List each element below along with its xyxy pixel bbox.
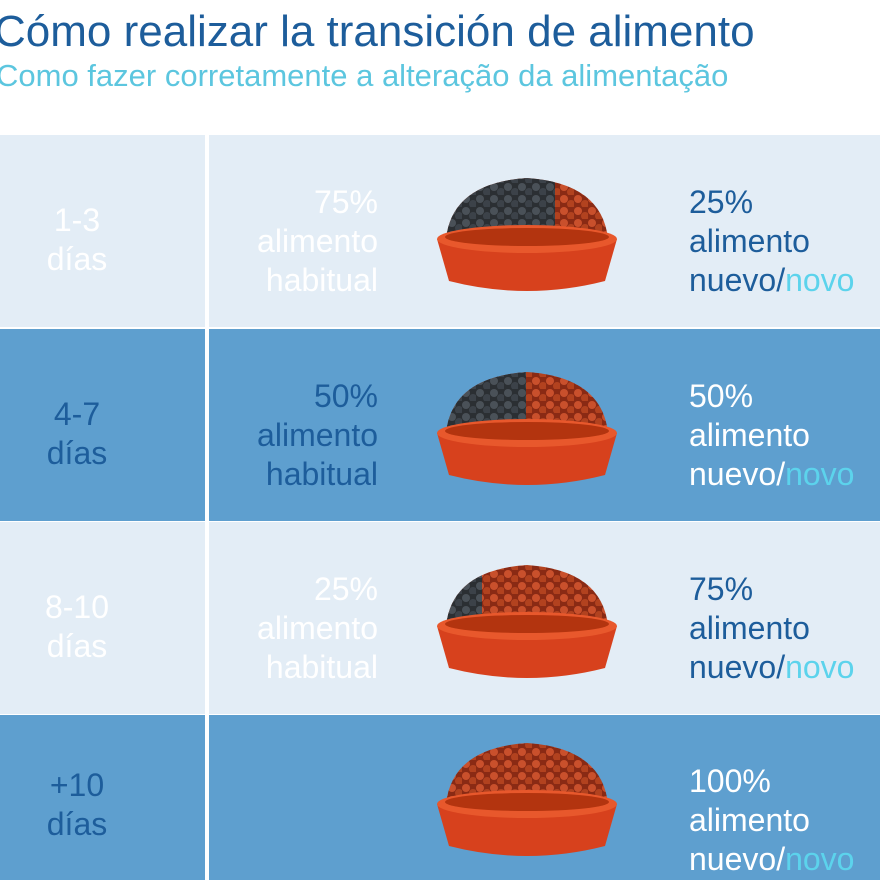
- old-food-label: 50%: [314, 378, 378, 414]
- new-food-label: alimento: [689, 610, 810, 646]
- new-percent: 50%: [689, 378, 753, 414]
- new-food-pt: novo: [785, 456, 854, 492]
- row-bg: [0, 715, 880, 880]
- new-food-label: alimento: [689, 417, 810, 453]
- days-label: días: [47, 435, 107, 471]
- new-percent: 100%: [689, 763, 771, 799]
- subtitle: Como fazer corretamente a alteração da a…: [0, 58, 728, 93]
- new-percent: 75%: [689, 571, 753, 607]
- bowls: [437, 178, 617, 856]
- days-label: días: [47, 806, 107, 842]
- days-label: días: [47, 241, 107, 277]
- new-food-label: nuevo/novo: [689, 456, 854, 492]
- row-bg: [0, 329, 880, 521]
- old-food-label: alimento: [257, 223, 378, 259]
- new-food-label: nuevo/novo: [689, 841, 854, 877]
- new-food-es: nuevo/: [689, 262, 785, 298]
- new-food-es: nuevo/: [689, 841, 785, 877]
- days-label: 1-3: [54, 202, 100, 238]
- divider: [205, 135, 209, 880]
- new-food-es: nuevo/: [689, 649, 785, 685]
- days-label: +10: [50, 767, 104, 803]
- old-food-label: alimento: [257, 417, 378, 453]
- new-food-label: alimento: [689, 223, 810, 259]
- new-percent: 25%: [689, 184, 753, 220]
- new-food-label: nuevo/novo: [689, 262, 854, 298]
- new-food-label: alimento: [689, 802, 810, 838]
- title: Cómo realizar la transición de alimento: [0, 7, 755, 56]
- row-bg: [0, 522, 880, 714]
- new-food-es: nuevo/: [689, 456, 785, 492]
- row-bg: [0, 135, 880, 327]
- bowl: [437, 178, 617, 291]
- old-food-label: 75%: [314, 184, 378, 220]
- new-food-label: nuevo/novo: [689, 649, 854, 685]
- new-food-pt: novo: [785, 262, 854, 298]
- old-food-label: habitual: [266, 456, 378, 492]
- new-food-pt: novo: [785, 649, 854, 685]
- bowl: [437, 565, 617, 678]
- new-food-pt: novo: [785, 841, 854, 877]
- old-food-label: alimento: [257, 610, 378, 646]
- days-label: 8-10: [45, 589, 109, 625]
- old-food-label: habitual: [266, 262, 378, 298]
- days-label: días: [47, 628, 107, 664]
- days-label: 4-7: [54, 396, 100, 432]
- old-food-label: habitual: [266, 649, 378, 685]
- old-food-label: 25%: [314, 571, 378, 607]
